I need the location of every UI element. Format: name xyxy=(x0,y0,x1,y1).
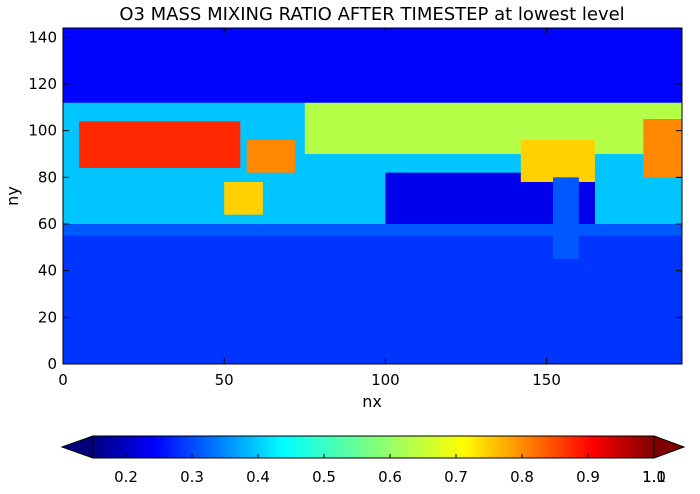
chart-title: O3 MASS MIXING RATIO AFTER TIMESTEP at l… xyxy=(119,4,624,25)
x-tick-label: 50 xyxy=(215,371,234,389)
colorbar-tick-label: 0.5 xyxy=(312,468,336,486)
colorbar-tick-label: 0.6 xyxy=(378,468,402,486)
colorbar-tick-label: 0.2 xyxy=(114,468,138,486)
colorbar-tick-label: 0.9 xyxy=(576,468,600,486)
heatmap-region-arctic-low xyxy=(63,28,682,103)
colorbar-tick-label: 0.8 xyxy=(510,468,534,486)
y-tick-label: 120 xyxy=(28,75,57,93)
y-tick-label: 60 xyxy=(38,215,57,233)
colorbar-tick-label: 0.4 xyxy=(246,468,270,486)
x-tick-label: 150 xyxy=(532,371,561,389)
colorbar: 0.2 0.3 0.4 0.5 0.6 0.7 0.8 0.9 1.01.1 xyxy=(60,435,686,486)
y-axis-label: ny xyxy=(3,186,22,206)
x-tick-label: 0 xyxy=(58,371,68,389)
heatmap-region-atlantic-east-high xyxy=(643,119,682,178)
y-tick-label: 100 xyxy=(28,122,57,140)
y-tick-label: 0 xyxy=(47,355,57,373)
colorbar-ticks: 0.2 0.3 0.4 0.5 0.6 0.7 0.8 0.9 1.01.1 xyxy=(114,454,666,486)
x-axis-label: nx xyxy=(362,392,382,411)
heatmap-region-north-pacific-atlantic xyxy=(304,102,682,154)
x-axis-ticks: 0 50 100 150 xyxy=(58,28,561,389)
y-axis-ticks: 0 20 40 60 80 100 120 140 xyxy=(28,28,682,373)
plot-frame xyxy=(62,27,683,365)
colorbar-tick-label: 1.0 xyxy=(642,468,666,486)
heatmap-region-sahara-arabia-high xyxy=(79,121,241,168)
colorbar-tick-label-overlap: 1.1 xyxy=(642,468,666,486)
colorbar-tick-label: 0.7 xyxy=(444,468,468,486)
y-tick-label: 40 xyxy=(38,262,57,280)
y-tick-label: 140 xyxy=(28,28,57,46)
colorbar-body xyxy=(92,435,655,459)
heatmap-region-se-asia-high xyxy=(224,182,263,215)
heatmap-layer xyxy=(63,28,682,364)
colorbar-tick-label: 0.3 xyxy=(180,468,204,486)
heatmap-region-india-high xyxy=(246,140,296,173)
colorbar-extend-high xyxy=(653,435,686,459)
heatmap-region-andes-low xyxy=(553,177,579,259)
colorbar-extend-low xyxy=(60,435,94,459)
y-tick-label: 20 xyxy=(38,308,57,326)
y-tick-label: 80 xyxy=(38,168,57,186)
heatmap-region-mexico-high xyxy=(520,140,595,182)
heatmap-region-southern-ocean xyxy=(63,235,682,364)
x-tick-label: 100 xyxy=(371,371,400,389)
